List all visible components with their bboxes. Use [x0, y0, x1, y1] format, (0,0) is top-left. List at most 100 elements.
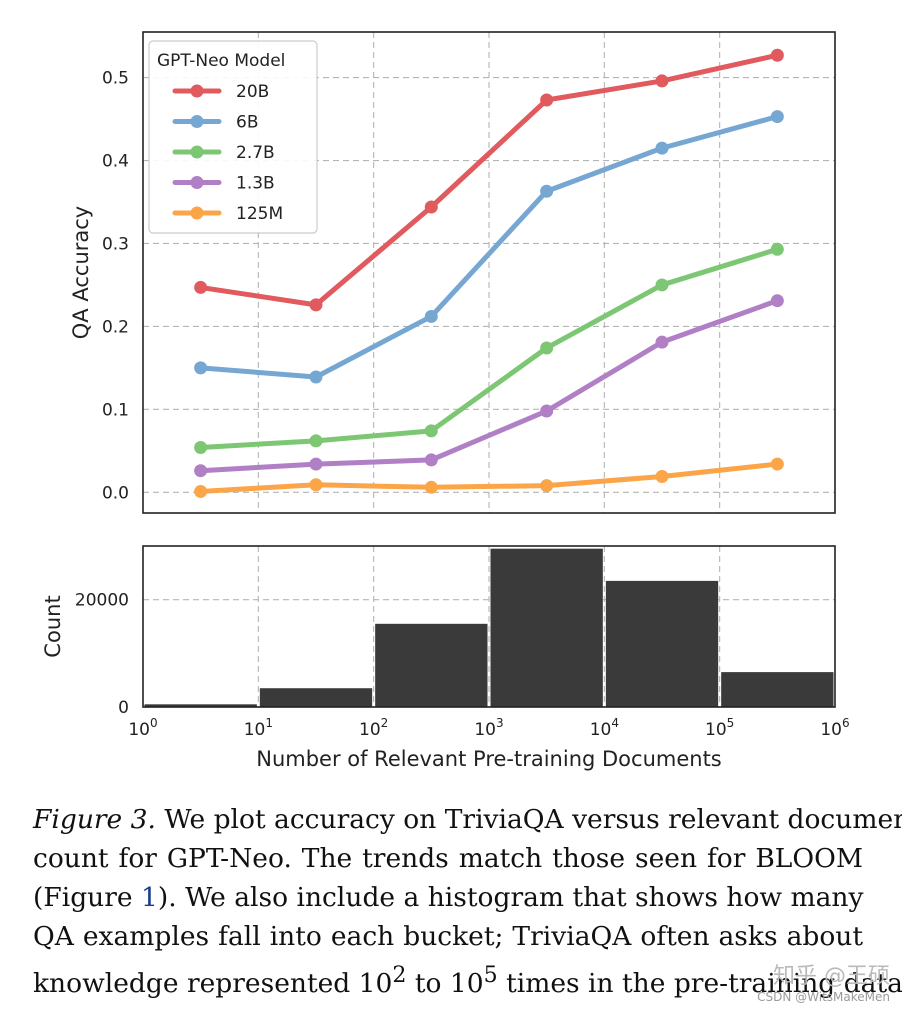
series-point-2.7B — [770, 242, 784, 256]
caption-line-4: QA examples fall into each bucket; Trivi… — [33, 921, 863, 952]
histogram-bar — [144, 704, 257, 707]
legend-label-20B: 20B — [236, 82, 269, 102]
bottom-plot-frame — [142, 545, 836, 708]
series-point-1.3B — [540, 404, 554, 418]
count-histogram: 0 20000 100 101 102 103 104 105 106 Count Numbe… — [41, 545, 850, 771]
series-point-125M — [309, 478, 323, 492]
series-point-20B — [424, 200, 438, 214]
series-point-125M — [540, 479, 554, 493]
legend-label-2.7B: 2.7B — [236, 143, 275, 163]
bottom-y-tick-label: 0 — [118, 698, 129, 718]
histogram-bar — [721, 672, 834, 707]
series-line-1.3B — [198, 298, 780, 474]
bottom-y-tick-labels: 0 20000 — [75, 591, 129, 718]
top-series-group — [194, 48, 784, 498]
legend-title: GPT-Neo Model — [157, 51, 285, 71]
series-point-2.7B — [540, 341, 554, 355]
caption-exp-1: 2 — [392, 963, 407, 988]
series-line-20B — [198, 52, 780, 308]
y-axis-label-count: Count — [41, 595, 65, 657]
top-y-tick-label: 0.1 — [102, 400, 129, 420]
watermark-secondary: CSDN @WitsMakeMen — [757, 990, 890, 1004]
series-point-20B — [770, 48, 784, 62]
caption-text-5b: to 10 — [406, 967, 484, 999]
caption-text-3b: ). We also include a histogram that show… — [157, 882, 864, 913]
series-point-6B — [655, 141, 669, 155]
legend-swatch-point-125M — [190, 206, 204, 220]
top-y-tick-labels: 0.0 0.1 0.2 0.3 0.4 0.5 — [102, 69, 129, 504]
top-plot-frame — [142, 31, 836, 514]
watermark-primary: 知乎 @王硕 — [773, 964, 890, 989]
figure-reference-link[interactable]: 1 — [141, 882, 158, 913]
series-line-6B — [198, 114, 780, 380]
y-axis-label-accuracy: QA Accuracy — [69, 206, 93, 339]
caption-text-3a: (Figure — [33, 882, 142, 913]
series-point-20B — [655, 74, 669, 88]
series-line-125M — [198, 461, 780, 494]
legend: GPT-Neo Model 20B 6B 2.7B 1.3B 125M — [148, 40, 318, 234]
caption-text-1: We plot accuracy on TriviaQA versus rele… — [164, 804, 902, 835]
series-point-2.7B — [424, 424, 438, 438]
x-tick-label: 106 — [820, 716, 849, 740]
series-point-2.7B — [194, 440, 208, 454]
top-y-tick-label: 0.0 — [102, 483, 129, 503]
histogram-bar — [259, 688, 373, 707]
legend-swatch-point-6B — [190, 115, 204, 128]
series-point-1.3B — [194, 464, 208, 478]
figure-caption: Figure 3. We plot accuracy on TriviaQA v… — [33, 800, 902, 1003]
caption-line-5: knowledge represented 102 to 105 times i… — [33, 956, 902, 1003]
legend-swatch-point-20B — [190, 84, 204, 98]
legend-swatch-point-2.7B — [190, 145, 204, 159]
accuracy-line-chart: 0.0 0.1 0.2 0.3 0.4 0.5 QA Accuracy GPT-Neo M… — [69, 31, 836, 514]
histogram-bar — [605, 580, 719, 707]
legend-swatch-point-1.3B — [190, 176, 204, 189]
series-point-6B — [194, 361, 208, 375]
caption-line-1: Figure 3. We plot accuracy on TriviaQA v… — [33, 800, 902, 839]
caption-exp-2: 5 — [483, 963, 498, 988]
series-point-125M — [194, 484, 208, 498]
x-tick-label: 100 — [128, 716, 157, 740]
bottom-y-tick-label: 20000 — [75, 591, 129, 611]
top-y-tick-label: 0.2 — [102, 317, 129, 337]
caption-text-5c: times in the pre-training data. — [497, 967, 902, 999]
series-point-2.7B — [655, 278, 669, 292]
series-point-20B — [309, 298, 323, 312]
x-tick-label: 105 — [705, 716, 734, 740]
caption-line-3: (Figure 1). We also include a histogram … — [33, 878, 863, 917]
histogram-bar — [375, 623, 488, 707]
series-point-6B — [770, 110, 784, 124]
bottom-x-tick-labels: 100 101 102 103 104 105 106 — [128, 716, 849, 740]
x-tick-label: 104 — [590, 716, 619, 740]
caption-figure-label: Figure 3. — [33, 804, 156, 835]
series-point-6B — [424, 309, 438, 323]
figure: 0.0 0.1 0.2 0.3 0.4 0.5 QA Accuracy GPT-Neo M… — [41, 31, 850, 771]
legend-label-6B: 6B — [236, 113, 258, 133]
series-point-1.3B — [770, 294, 784, 308]
legend-label-1.3B: 1.3B — [236, 174, 275, 194]
x-tick-label: 102 — [359, 716, 388, 740]
histogram-bars — [144, 548, 834, 707]
top-y-tick-label: 0.3 — [102, 234, 129, 254]
bottom-gridlines — [143, 546, 835, 707]
watermark: 知乎 @王硕 CSDN @WitsMakeMen — [757, 958, 890, 1004]
series-point-6B — [309, 370, 323, 384]
series-point-125M — [424, 480, 438, 494]
series-point-125M — [655, 470, 669, 484]
x-tick-label: 103 — [474, 716, 503, 740]
series-point-2.7B — [309, 434, 323, 448]
top-y-tick-label: 0.4 — [102, 152, 129, 172]
caption-text-5a: knowledge represented 10 — [33, 967, 393, 999]
legend-label-125M: 125M — [236, 204, 283, 224]
series-point-125M — [770, 457, 784, 471]
x-axis-label: Number of Relevant Pre-training Document… — [256, 747, 722, 771]
series-point-1.3B — [655, 335, 669, 349]
series-point-1.3B — [309, 457, 323, 471]
top-y-tick-label: 0.5 — [102, 69, 129, 89]
series-point-1.3B — [424, 453, 438, 467]
series-point-20B — [540, 93, 554, 107]
series-point-20B — [194, 280, 208, 294]
legend-items: 20B 6B 2.7B 1.3B 125M — [172, 82, 283, 224]
histogram-bar — [490, 548, 603, 707]
x-tick-label: 101 — [244, 716, 273, 740]
caption-line-2: count for GPT-Neo. The trends match thos… — [33, 843, 863, 874]
